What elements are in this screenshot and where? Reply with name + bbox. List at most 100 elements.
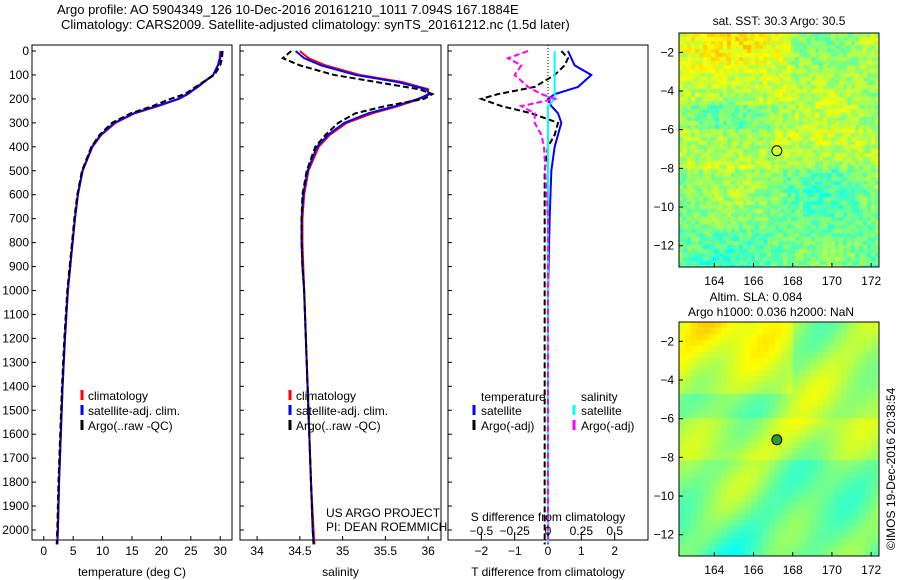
legend-label: Argo(..raw -QC) xyxy=(88,419,173,433)
figure-title-line1: Argo profile: AO 5904349_126 10-Dec-2016… xyxy=(57,2,519,17)
x-tick-label: 170 xyxy=(822,274,842,288)
map-frame xyxy=(678,32,880,268)
series-salinity-argo-adj- xyxy=(505,50,559,545)
y-tick-label: 1000 xyxy=(2,284,29,298)
legend-label: temperature xyxy=(481,390,546,404)
x2-axis-label: S difference from climatology xyxy=(471,510,626,524)
series-argo-raw-qc- xyxy=(280,50,435,545)
x-tick-label: 166 xyxy=(743,563,763,577)
y-tick-label: 300 xyxy=(9,116,29,130)
y-tick-label: −8 xyxy=(660,450,674,464)
legend-label: climatology xyxy=(296,389,356,403)
panel-temperature: 0 5 10 15 20 25 300100200300400500600700800900… xyxy=(2,44,233,579)
x-tick-label: 168 xyxy=(783,274,803,288)
series-temperature-argo-adj- xyxy=(478,50,570,545)
y-tick-label: 600 xyxy=(9,188,29,202)
x-tick-label: 35.5 xyxy=(374,544,398,558)
x-tick-label: 164 xyxy=(704,563,724,577)
legend-label: climatology xyxy=(88,389,148,403)
y-tick-label: 800 xyxy=(9,236,29,250)
pi-label: PI: DEAN ROEMMICH xyxy=(326,520,448,534)
panel-difference: −2 −1 0 1 2 T difference from climatology −0.5… xyxy=(447,44,649,579)
y-tick-label: 1400 xyxy=(2,379,29,393)
y-tick-label: −6 xyxy=(660,412,674,426)
y-tick-label: 100 xyxy=(9,68,29,82)
x-tick-label: 2 xyxy=(611,544,618,558)
legend-label: Argo(..raw -QC) xyxy=(296,419,381,433)
x-tick-label: 1 xyxy=(578,544,585,558)
x-tick-label: 36 xyxy=(421,544,435,558)
y-tick-label: 1100 xyxy=(3,307,29,321)
y-tick-label: 1700 xyxy=(2,451,29,465)
sla-map-title: Altim. SLA: 0.084 xyxy=(710,290,803,304)
y-tick-label: 700 xyxy=(9,212,29,226)
x-axis-label: temperature (deg C) xyxy=(78,565,186,579)
x-tick-label: 35 xyxy=(336,544,350,558)
x-tick-label: 172 xyxy=(861,274,881,288)
y-tick-label: 1600 xyxy=(2,427,29,441)
y-tick-label: −8 xyxy=(660,161,674,175)
y-tick-label: −12 xyxy=(654,239,675,253)
figure-title-line2: Climatology: CARS2009. Satellite-adjuste… xyxy=(61,17,570,32)
series-argo-raw-qc- xyxy=(55,50,224,545)
y-tick-label: 200 xyxy=(9,92,29,106)
x2-tick-label: −0.5 xyxy=(469,524,493,538)
x-tick-label: 0 xyxy=(40,544,47,558)
legend-label: salinity xyxy=(581,390,618,404)
axes-frame xyxy=(31,44,233,541)
x-tick-label: 5 xyxy=(70,544,77,558)
x-tick-label: 30 xyxy=(214,544,228,558)
y-tick-label: 900 xyxy=(9,260,29,274)
x2-tick-label: −0.25 xyxy=(499,524,530,538)
x-tick-label: −1 xyxy=(508,544,522,558)
profile-location-marker xyxy=(771,434,783,446)
sst-map-title: sat. SST: 30.3 Argo: 30.5 xyxy=(713,14,846,28)
map-axes-sla-map: 164 166 168 170 172 −2 −4 −6 −8 −10 −12 xyxy=(654,321,881,577)
x-tick-label: 34.5 xyxy=(288,544,312,558)
legend-label: satellite xyxy=(481,404,522,418)
panel-salinity: 34 34.5 35 35.5 36 salinity climatologysatelli… xyxy=(239,44,442,579)
y-tick-label: 0 xyxy=(22,44,29,58)
y-tick-label: −10 xyxy=(654,200,675,214)
legend-label: satellite xyxy=(581,404,622,418)
x-axis-label: T difference from climatology xyxy=(471,565,625,579)
x-tick-label: 20 xyxy=(155,544,169,558)
x2-tick-label: 0 xyxy=(545,524,552,538)
map-frame xyxy=(678,321,880,557)
x-tick-label: 34 xyxy=(250,544,264,558)
y-tick-label: 1300 xyxy=(2,355,29,369)
y-tick-label: 1900 xyxy=(2,499,29,513)
y-tick-label: −6 xyxy=(660,123,674,137)
x-tick-label: 164 xyxy=(704,274,724,288)
y-tick-label: −2 xyxy=(660,45,674,59)
y-tick-label: −4 xyxy=(660,373,674,387)
y-tick-label: 1800 xyxy=(2,475,29,489)
x-tick-label: 10 xyxy=(96,544,110,558)
legend-label: satellite-adj. clim. xyxy=(88,404,180,418)
profile-location-marker xyxy=(771,145,783,157)
y-tick-label: 1500 xyxy=(2,403,29,417)
series-satellite-adj-clim- xyxy=(294,50,432,545)
x-tick-label: 166 xyxy=(743,274,763,288)
x-tick-label: 25 xyxy=(184,544,198,558)
x-tick-label: 172 xyxy=(861,563,881,577)
y-tick-label: −4 xyxy=(660,84,674,98)
x-tick-label: −2 xyxy=(474,544,488,558)
map-axes-sst-map: 164 166 168 170 172 −2 −4 −6 −8 −10 −12 xyxy=(654,32,881,288)
imos-credit: ©IMOS 19-Dec-2016 20:38:54 xyxy=(884,387,898,550)
x-tick-label: 15 xyxy=(125,544,139,558)
legend-label: Argo(-adj) xyxy=(481,419,534,433)
legend-label: satellite-adj. clim. xyxy=(296,404,388,418)
y-tick-label: −10 xyxy=(654,489,675,503)
y-tick-label: −2 xyxy=(660,334,674,348)
project-label: US ARGO PROJECT xyxy=(326,506,441,520)
x-axis-label: salinity xyxy=(322,565,359,579)
y-tick-label: 1200 xyxy=(2,331,29,345)
sla-map-subtitle: Argo h1000: 0.036 h2000: NaN xyxy=(688,305,854,319)
legend-label: Argo(-adj) xyxy=(581,419,634,433)
x-tick-label: 168 xyxy=(783,563,803,577)
y-tick-label: −12 xyxy=(654,528,675,542)
y-tick-label: 2000 xyxy=(2,523,29,537)
